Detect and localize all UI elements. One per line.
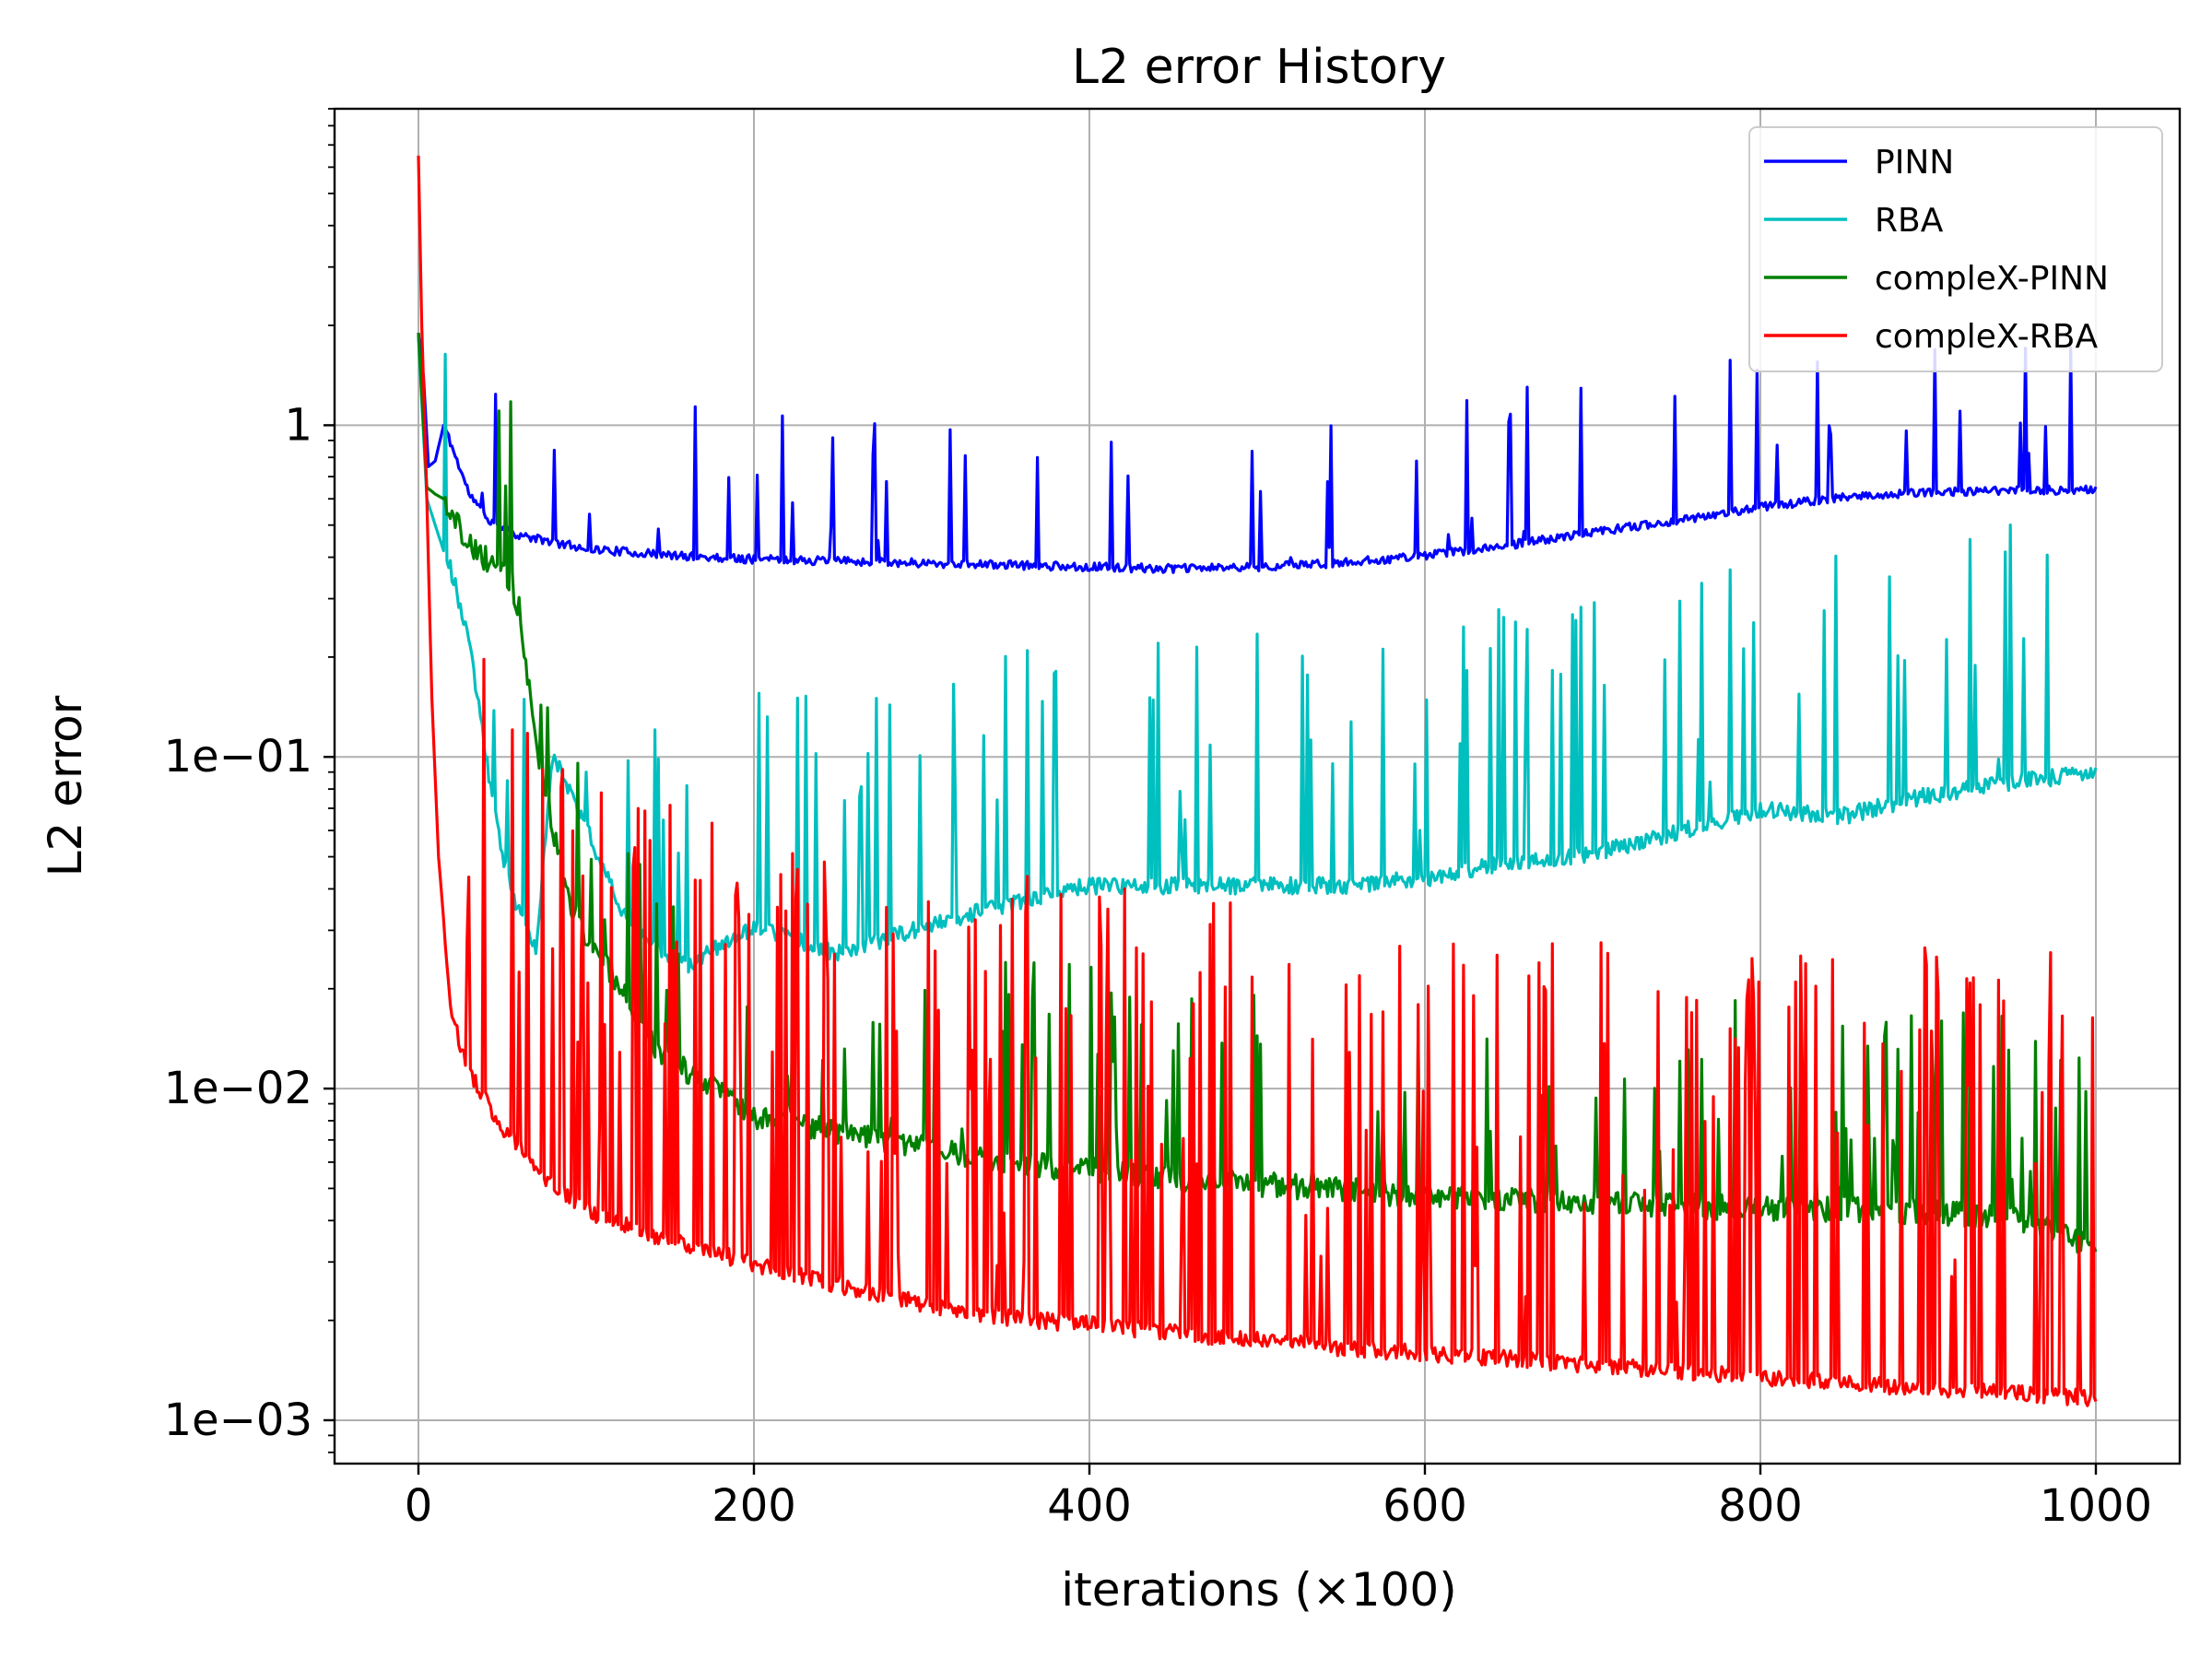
legend-label: PINN [1875, 144, 1954, 182]
plot-frame [333, 107, 2182, 1465]
grid-lines [335, 109, 2180, 1464]
y-tick-label: 1e−02 [164, 1063, 312, 1114]
series-lines [417, 155, 2098, 1407]
y-tick-label: 1 [284, 399, 312, 451]
legend-box [1748, 126, 2163, 372]
x-tick-label: 200 [712, 1480, 796, 1532]
axis-ticks: 0 200 400 600 800 1000 1 1e−01 1e−02 1e−03 [164, 108, 2152, 1532]
x-tick-label: 400 [1047, 1480, 1132, 1532]
chart-title: L2 error History [1072, 40, 1446, 95]
x-tick-label: 0 [405, 1480, 433, 1532]
series-line-rba [417, 336, 2098, 974]
series-line-complex-rba [417, 155, 2098, 1407]
legend-label: compleX-PINN [1875, 260, 2109, 298]
y-tick-label: 1e−01 [164, 731, 312, 782]
series-line-pinn [417, 332, 2098, 574]
y-tick-label: 1e−03 [164, 1394, 312, 1446]
legend-label: RBA [1875, 202, 1944, 240]
x-axis-label: iterations (×100) [1061, 1563, 1457, 1617]
x-tick-label: 1000 [2040, 1480, 2152, 1532]
x-tick-label: 800 [1718, 1480, 1803, 1532]
legend: PINN RBA compleX-PINN compleX-RBA [1748, 126, 2163, 372]
y-axis-label: L2 error [39, 695, 92, 877]
legend-label: compleX-RBA [1875, 318, 2098, 356]
x-tick-label: 600 [1382, 1480, 1467, 1532]
